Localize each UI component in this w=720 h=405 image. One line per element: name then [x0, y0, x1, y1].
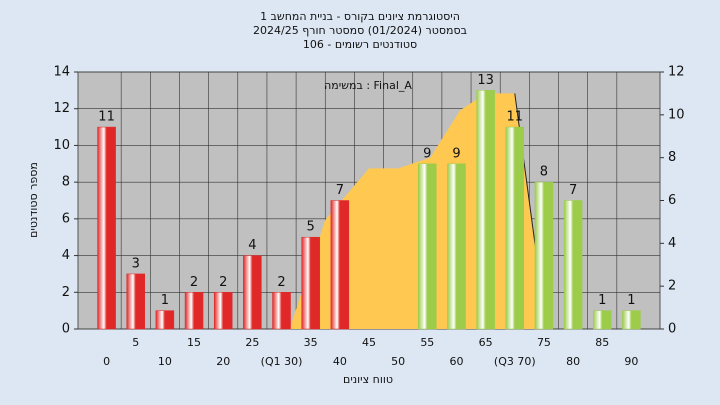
- y2-tick-label: 10: [668, 107, 685, 122]
- x-tick-label: 25: [245, 336, 259, 349]
- bar: [534, 181, 554, 330]
- value-label: 5: [307, 220, 315, 235]
- x-tick-label: 85: [595, 336, 609, 349]
- bar: [97, 126, 116, 330]
- x-tick-label: 80: [566, 355, 580, 368]
- x-tick-label: 35: [304, 336, 318, 349]
- y2-tick-label: 12: [668, 65, 685, 80]
- x-tick-label: 55: [420, 336, 434, 349]
- value-label: 1: [627, 293, 635, 308]
- x-tick-label: 0: [103, 355, 110, 368]
- value-label: 3: [132, 256, 140, 271]
- y-tick-label: 10: [53, 138, 70, 153]
- y-axis-label: מספר סטודנטים: [27, 162, 40, 238]
- bar: [272, 292, 291, 330]
- bar: [126, 273, 145, 330]
- y-tick-label: 12: [53, 101, 70, 116]
- x-tick-label: 60: [449, 355, 463, 368]
- bar: [330, 200, 350, 330]
- x-tick-label: 50: [391, 355, 405, 368]
- y2-tick-label: 2: [668, 279, 676, 294]
- value-label: 8: [540, 165, 548, 180]
- x-tick-label: (Q1 30): [261, 355, 303, 368]
- x-tick-label: 10: [158, 355, 172, 368]
- x-tick-label: 65: [479, 336, 493, 349]
- value-label: 1: [161, 293, 169, 308]
- x-tick-label: 15: [187, 336, 201, 349]
- y-tick-label: 4: [62, 248, 70, 263]
- x-tick-label: (Q3 70): [494, 355, 536, 368]
- area: [289, 93, 536, 330]
- chart-subtitle: בסמסטר (01/2024) סמסטר חורף 2024/25: [253, 24, 467, 37]
- y2-tick-label: 4: [668, 236, 676, 251]
- x-axis-label: טווח ציונים: [343, 373, 393, 386]
- annotation: במשימה : Final_A: [324, 79, 412, 92]
- bar: [447, 163, 466, 330]
- bar: [505, 126, 525, 330]
- y2-tick-label: 8: [668, 150, 676, 165]
- bar: [243, 255, 262, 330]
- bar: [622, 310, 641, 330]
- x-tick-label: 5: [132, 336, 139, 349]
- value-label: 9: [423, 146, 431, 161]
- x-tick-label: 40: [333, 355, 347, 368]
- bar: [213, 292, 233, 330]
- value-label: 7: [569, 183, 577, 198]
- bar: [418, 163, 437, 330]
- y-tick-label: 8: [62, 175, 70, 190]
- bar: [155, 310, 175, 330]
- value-label: 13: [477, 73, 494, 88]
- x-tick-label: 20: [216, 355, 230, 368]
- bar: [593, 310, 612, 330]
- value-label: 11: [507, 110, 524, 125]
- y2-tick-label: 0: [668, 322, 676, 337]
- y-tick-label: 0: [62, 322, 70, 337]
- value-label: 2: [219, 275, 227, 290]
- y-tick-label: 2: [62, 285, 70, 300]
- x-tick-label: 45: [362, 336, 376, 349]
- bar: [563, 200, 583, 330]
- x-tick-label: 75: [537, 336, 551, 349]
- bar: [184, 292, 204, 330]
- value-label: 2: [277, 275, 285, 290]
- chart-subtitle: סטודנטים רשומים - 106: [303, 38, 417, 51]
- chart-title: היסטוגרמת ציונים בקורס - בניית המחשב 1: [260, 10, 460, 23]
- bar: [301, 236, 320, 330]
- value-label: 9: [452, 146, 460, 161]
- bar: [476, 90, 495, 330]
- value-label: 11: [98, 110, 115, 125]
- value-label: 2: [190, 275, 198, 290]
- area-edge: [514, 93, 536, 246]
- value-label: 4: [248, 238, 256, 253]
- y2-tick-label: 6: [668, 193, 676, 208]
- y-tick-label: 6: [62, 211, 70, 226]
- value-label: 7: [336, 183, 344, 198]
- value-label: 1: [598, 293, 606, 308]
- x-tick-label: 90: [624, 355, 638, 368]
- y-tick-label: 14: [53, 65, 70, 80]
